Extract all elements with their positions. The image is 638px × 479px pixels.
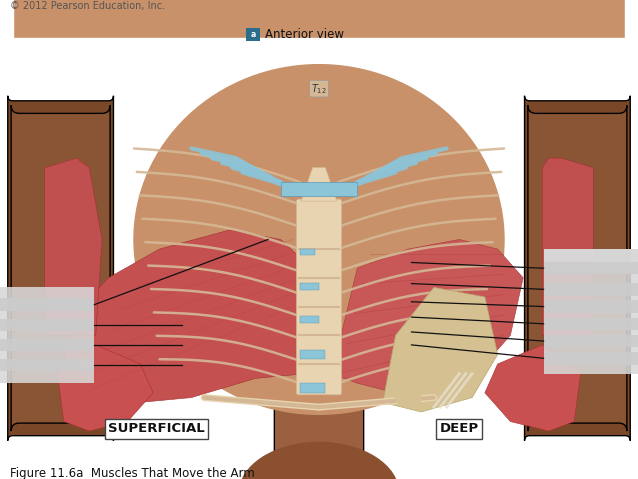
Text: a: a	[251, 30, 256, 39]
Polygon shape	[542, 158, 593, 335]
Bar	[544, 335, 638, 347]
Ellipse shape	[239, 443, 399, 479]
Bar	[544, 352, 638, 365]
Text: © 2012 Pearson Education, Inc.: © 2012 Pearson Education, Inc.	[10, 0, 165, 11]
Ellipse shape	[396, 388, 421, 407]
Bar	[300, 283, 319, 290]
Polygon shape	[301, 168, 337, 201]
Bar	[544, 318, 638, 330]
FancyBboxPatch shape	[528, 105, 627, 431]
Text: Figure 11.6a  Muscles That Move the Arm: Figure 11.6a Muscles That Move the Arm	[10, 467, 255, 479]
Bar	[544, 262, 638, 274]
Text: SUPERFICIAL: SUPERFICIAL	[108, 422, 205, 435]
FancyBboxPatch shape	[8, 96, 114, 441]
Bar	[281, 182, 357, 196]
Text: DEEP: DEEP	[440, 422, 479, 435]
Bar	[0, 298, 94, 311]
Bar	[0, 0, 13, 479]
Text: Anterior view: Anterior view	[265, 28, 345, 41]
Polygon shape	[383, 287, 498, 412]
Bar	[300, 350, 325, 359]
Bar	[544, 300, 638, 313]
Bar	[300, 383, 325, 393]
Bar	[544, 249, 638, 374]
Bar	[300, 316, 319, 323]
Text: $T_{12}$: $T_{12}$	[311, 82, 327, 95]
Polygon shape	[485, 345, 581, 431]
Bar	[300, 249, 315, 255]
FancyBboxPatch shape	[274, 374, 364, 460]
Polygon shape	[332, 240, 523, 393]
Bar	[544, 249, 638, 273]
Polygon shape	[57, 345, 153, 431]
Bar	[0, 287, 94, 383]
Polygon shape	[64, 230, 306, 402]
FancyBboxPatch shape	[524, 96, 630, 441]
FancyBboxPatch shape	[297, 199, 341, 395]
Bar	[0, 319, 94, 331]
Bar	[246, 28, 260, 41]
Bar	[0, 339, 94, 351]
Ellipse shape	[134, 65, 504, 414]
Bar	[544, 283, 638, 296]
FancyBboxPatch shape	[11, 105, 110, 431]
Bar	[0, 359, 94, 371]
Polygon shape	[45, 158, 102, 335]
